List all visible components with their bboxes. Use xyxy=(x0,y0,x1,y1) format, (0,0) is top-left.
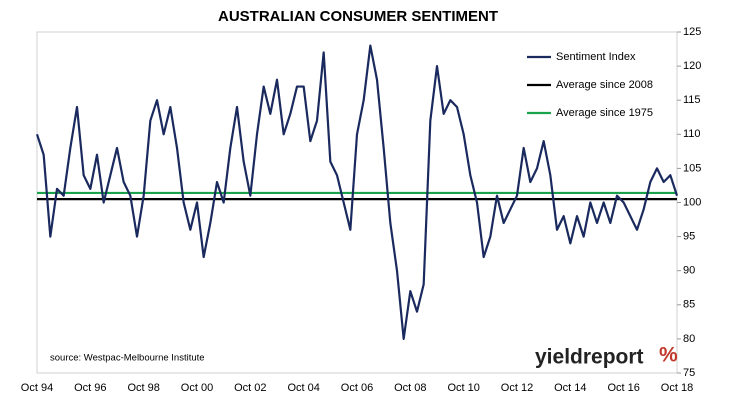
y-tick-label: 95 xyxy=(683,231,695,243)
y-tick-label: 85 xyxy=(683,299,695,311)
line-series xyxy=(35,44,679,340)
x-tick-label: Oct 96 xyxy=(74,382,106,394)
x-tick-label: Oct 10 xyxy=(447,382,479,394)
y-tick-label: 115 xyxy=(683,94,701,106)
x-tick-label: Oct 08 xyxy=(394,382,426,394)
legend-label: Average since 2008 xyxy=(556,79,653,91)
x-tick-label: Oct 04 xyxy=(287,382,319,394)
y-tick-label: 105 xyxy=(683,162,701,174)
x-tick-label: Oct 14 xyxy=(554,382,586,394)
x-tick-label: Oct 98 xyxy=(127,382,159,394)
y-tick-label: 100 xyxy=(683,196,701,208)
y-tick-label: 80 xyxy=(683,333,695,345)
source-note: source: Westpac-Melbourne Institute xyxy=(50,353,205,364)
chart-title: AUSTRALIAN CONSUMER SENTIMENT xyxy=(218,8,498,25)
y-tick-label: 110 xyxy=(683,128,701,140)
x-tick-label: Oct 12 xyxy=(501,382,533,394)
x-tick-label: Oct 18 xyxy=(661,382,693,394)
legend-label: Average since 1975 xyxy=(556,107,653,119)
logo-text: yieldreport xyxy=(535,346,644,369)
x-tick-label: Oct 02 xyxy=(234,382,266,394)
x-tick-label: Oct 06 xyxy=(341,382,373,394)
legend-label: Sentiment Index xyxy=(556,51,636,63)
y-tick-label: 120 xyxy=(683,60,701,72)
x-tick-label: Oct 94 xyxy=(21,382,53,394)
x-tick-label: Oct 00 xyxy=(181,382,213,394)
y-tick-label: 75 xyxy=(683,367,695,379)
x-tick-label: Oct 16 xyxy=(607,382,639,394)
y-tick-label: 90 xyxy=(683,265,695,277)
y-tick-label: 125 xyxy=(683,26,701,38)
logo-symbol: % xyxy=(659,344,678,367)
